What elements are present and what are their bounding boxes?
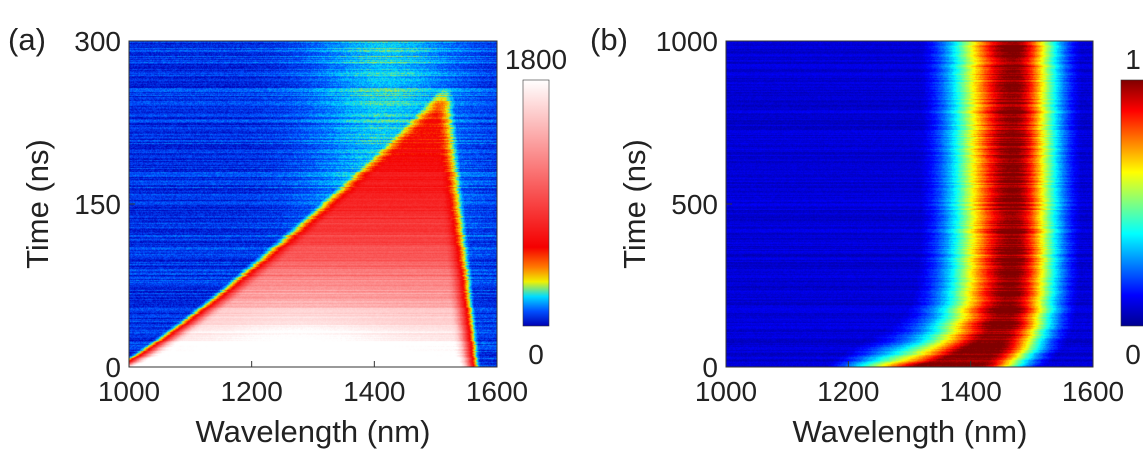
colorbar-b-min-label: 0 — [1125, 339, 1141, 370]
panel-a-label: (a) — [8, 22, 46, 57]
y-axis-label-b: Time (ns) — [617, 139, 652, 269]
x-tick-label: 1600 — [466, 376, 528, 407]
colorbar-b — [1121, 80, 1143, 326]
y-tick-label: 500 — [671, 189, 718, 220]
x-tick-label: 1600 — [1062, 376, 1124, 407]
x-tick-label: 1400 — [343, 376, 405, 407]
colorbar-a-min-label: 0 — [528, 339, 544, 370]
y-tick-label: 0 — [702, 352, 718, 383]
y-tick-label: 0 — [105, 352, 121, 383]
x-tick-label: 1200 — [221, 376, 283, 407]
x-axis-label-b: Wavelength (nm) — [793, 414, 1028, 449]
colorbar-b-max-label: 1 — [1125, 44, 1141, 75]
y-tick-label: 1000 — [656, 26, 718, 57]
x-axis-label-a: Wavelength (nm) — [196, 414, 431, 449]
x-tick-label: 1400 — [940, 376, 1002, 407]
heatmap-a — [129, 41, 497, 367]
y-tick-label: 300 — [74, 26, 121, 57]
heatmap-b — [726, 41, 1093, 367]
colorbar-a-max-label: 1800 — [505, 44, 567, 75]
colorbar-a — [523, 80, 549, 326]
y-tick-label: 150 — [74, 189, 121, 220]
y-axis-label-a: Time (ns) — [20, 139, 55, 269]
x-tick-label: 1200 — [817, 376, 879, 407]
panel-b-label: (b) — [590, 22, 628, 57]
